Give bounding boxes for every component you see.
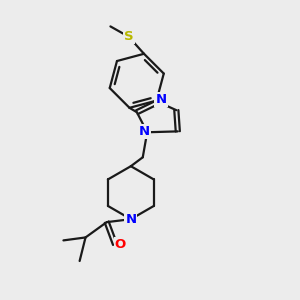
Text: N: N	[139, 125, 150, 138]
Text: O: O	[115, 238, 126, 251]
Text: N: N	[155, 93, 167, 106]
Text: N: N	[125, 213, 136, 226]
Text: S: S	[124, 30, 134, 43]
